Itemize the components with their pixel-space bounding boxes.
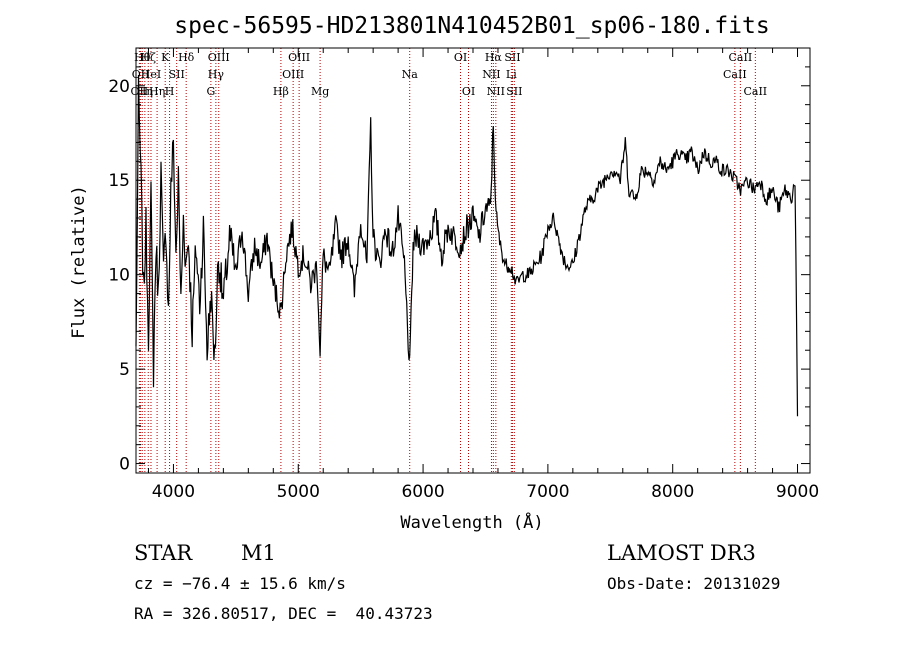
object-subclass: M1 xyxy=(241,541,276,565)
chart-title: spec-56595-HD213801N410452B01_sp06-180.f… xyxy=(174,13,769,39)
line-marker-label: CaII xyxy=(723,68,747,81)
x-axis-ticks: 4000 5000 6000 7000 8000 9000 xyxy=(147,48,819,502)
spectrum-line xyxy=(135,74,799,417)
line-marker-label: SII xyxy=(169,68,185,81)
y-tick-label: 5 xyxy=(119,360,130,380)
survey-name: LAMOST DR3 xyxy=(607,541,756,565)
line-marker-label: OIII xyxy=(288,51,310,64)
line-marker-label: OIII xyxy=(208,51,230,64)
spectral-line-markers xyxy=(138,48,756,473)
y-tick-label: 10 xyxy=(108,266,130,286)
x-tick-label: 6000 xyxy=(401,482,444,502)
line-marker-label: OIII xyxy=(282,68,304,81)
x-tick-label: 4000 xyxy=(152,482,195,502)
line-marker-label: HeI xyxy=(141,68,161,81)
y-tick-label: 20 xyxy=(108,77,130,97)
coordinates-text: RA = 326.80517, DEC = 40.43723 xyxy=(134,604,433,623)
redshift-text: cz = −76.4 ± 15.6 km/s xyxy=(134,574,346,593)
line-marker-label: Hθ xyxy=(134,51,151,64)
line-marker-label: SII xyxy=(504,51,520,64)
y-tick-label: 0 xyxy=(119,455,130,475)
line-marker-label: Mg xyxy=(311,85,329,98)
line-marker-label: Hδ xyxy=(178,51,195,64)
line-marker-label: Hα xyxy=(485,51,503,64)
line-marker-label: Hη xyxy=(137,85,153,98)
x-tick-label: 5000 xyxy=(277,482,320,502)
x-tick-label: 7000 xyxy=(526,482,569,502)
y-tick-label: 15 xyxy=(108,171,130,191)
plot-frame xyxy=(135,47,811,474)
line-marker-label: OI xyxy=(454,51,467,64)
object-class: STAR xyxy=(134,541,193,565)
line-marker-label: NII xyxy=(487,85,505,98)
y-axis-label: Flux (relative) xyxy=(69,185,89,339)
line-marker-label: SII xyxy=(506,85,522,98)
line-marker-label: OI xyxy=(462,85,475,98)
y-axis-ticks: 0 5 10 15 20 xyxy=(108,66,810,475)
line-marker-label: Hγ xyxy=(208,68,225,81)
x-tick-label: 8000 xyxy=(651,482,694,502)
line-marker-label: NII xyxy=(482,68,500,81)
line-marker-label: Na xyxy=(402,68,419,81)
spectral-line-labels: OIIOIIHθHηHζHeIHηKHSIIHδGHγOIIIHβOIIIOII… xyxy=(131,51,768,98)
line-marker-label: H xyxy=(165,85,175,98)
line-marker-label: K xyxy=(161,51,170,64)
line-marker-label: Hβ xyxy=(273,85,289,98)
line-marker-label: Hζ xyxy=(140,51,156,64)
obs-date-text: Obs-Date: 20131029 xyxy=(607,574,781,593)
line-marker-label: G xyxy=(206,85,215,98)
x-axis-label: Wavelength (Å) xyxy=(400,511,543,533)
x-tick-label: 9000 xyxy=(776,482,819,502)
line-marker-label: Li xyxy=(506,68,517,81)
line-marker-label: Hη xyxy=(149,85,165,98)
line-marker-label: CaII xyxy=(729,51,753,64)
line-marker-label: CaII xyxy=(743,85,767,98)
